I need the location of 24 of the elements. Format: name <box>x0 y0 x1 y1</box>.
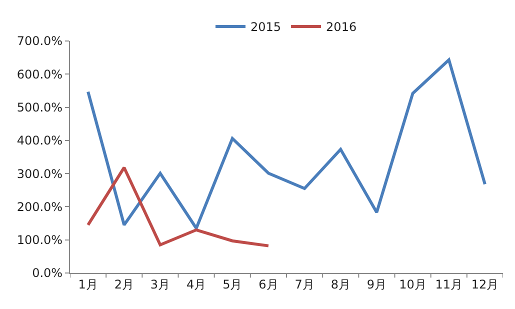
y-tick-label: 600.0% <box>16 67 63 82</box>
y-tick-label: 100.0% <box>16 233 63 248</box>
legend-label: 2015 <box>250 20 282 34</box>
x-tick-label: 2月 <box>114 277 134 292</box>
x-tick-label: 9月 <box>366 277 387 292</box>
line-series <box>86 58 486 230</box>
legend-label: 2016 <box>326 20 357 34</box>
x-tick-label: 7月 <box>294 277 314 292</box>
y-tick-label: 0.0% <box>32 266 63 280</box>
x-tick-label: 1月 <box>78 277 98 292</box>
y-tick-label: 200.0% <box>16 200 63 214</box>
x-tick-label: 3月 <box>150 277 170 292</box>
x-tick-label: 6月 <box>258 277 278 292</box>
x-tick-label: 4月 <box>186 277 206 292</box>
x-tick-label: 8月 <box>330 277 350 292</box>
y-tick-label: 500.0% <box>16 100 63 114</box>
x-tick-label: 10月 <box>399 277 426 292</box>
x-tick-label: 11月 <box>435 277 463 292</box>
x-tick-label: 5月 <box>222 277 242 292</box>
line-series <box>86 166 270 248</box>
y-tick-label: 400.0% <box>16 134 63 148</box>
x-tick-label: 12月 <box>471 277 499 292</box>
y-tick-label: 300.0% <box>16 166 63 181</box>
y-tick-label: 700.0% <box>16 34 63 48</box>
